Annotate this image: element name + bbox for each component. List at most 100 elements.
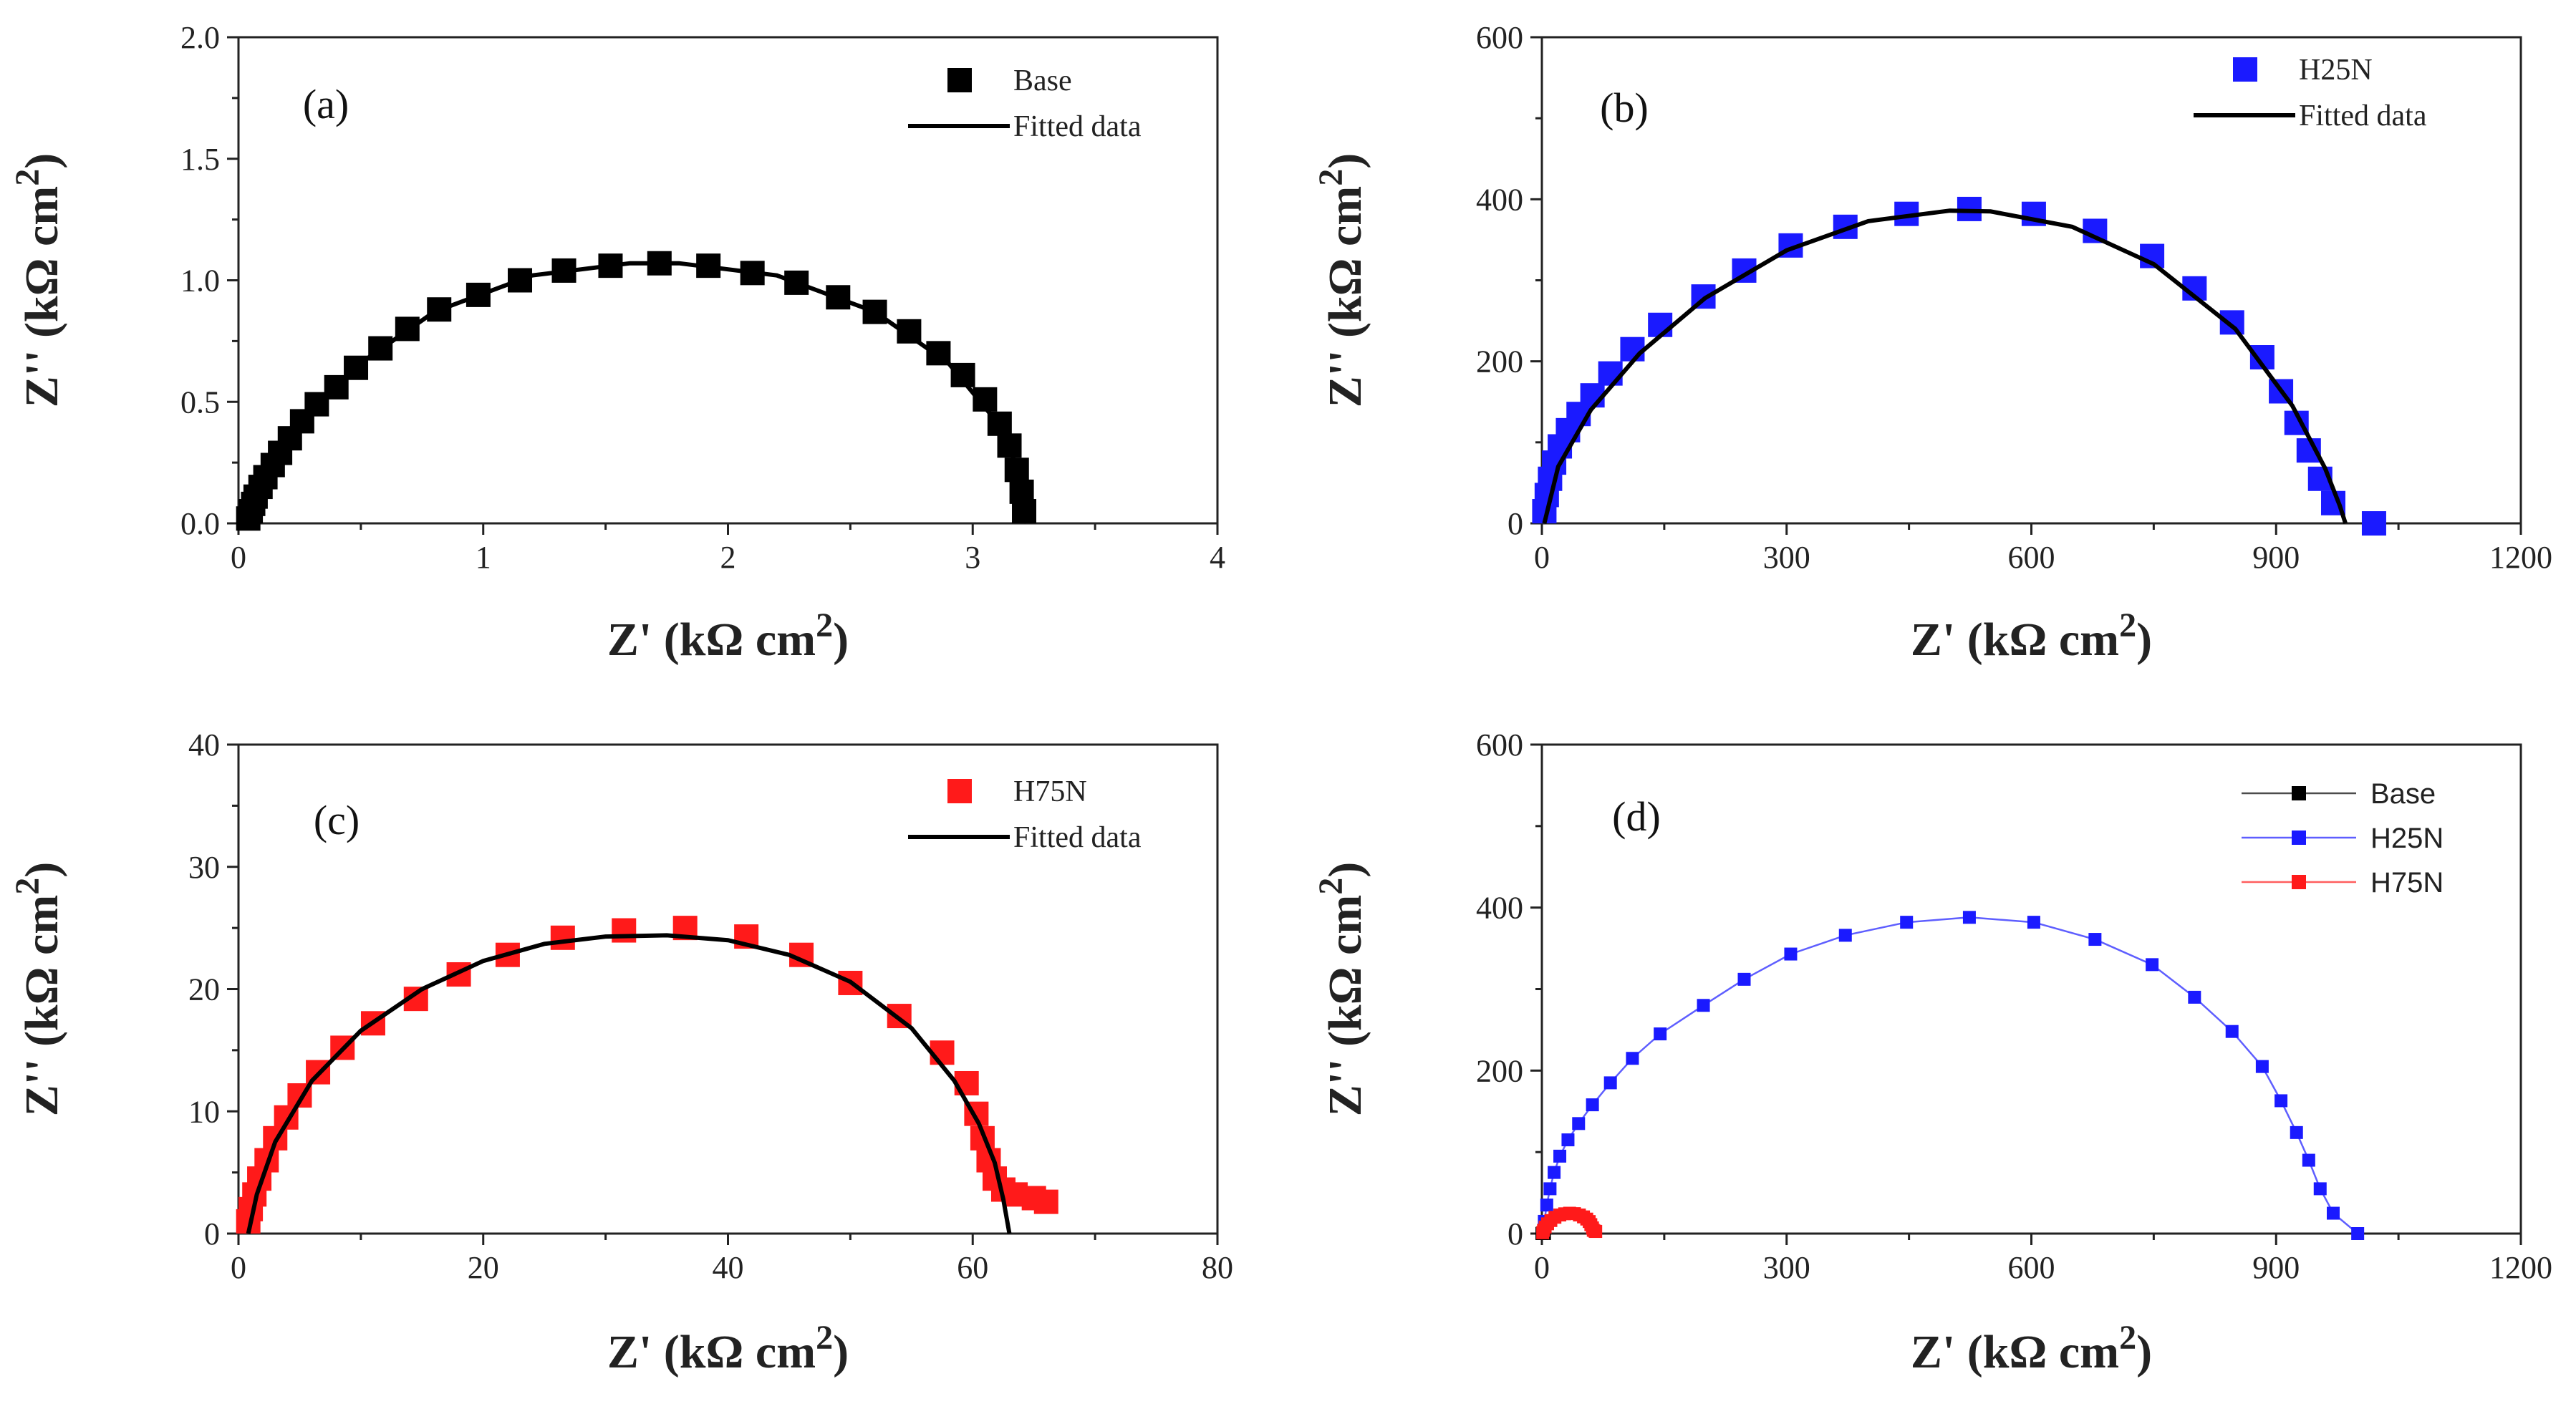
y-tick-label: 40	[188, 727, 220, 762]
data-point	[1548, 1166, 1561, 1179]
data-point	[1553, 1149, 1567, 1163]
legend-label: H25N	[2299, 54, 2373, 87]
plot-frame	[237, 743, 1219, 1235]
data-point	[1838, 929, 1852, 942]
data-point	[1603, 1076, 1617, 1090]
data-point	[1654, 1027, 1667, 1041]
data-point	[2255, 1060, 2269, 1073]
x-tick-label: 1200	[2489, 1250, 2552, 1285]
x-tick-label: 300	[1763, 540, 1810, 575]
x-tick-label: 4	[1210, 540, 1225, 575]
legend-label: H75N	[1013, 775, 1087, 808]
panel-c: 0 20 40 60 80 0 10 20 30 40 Z' (kΩ cm2) Z'' (kΩ cm2…	[9, 727, 1233, 1378]
x-axis-title: Z' (kΩ cm2)	[1911, 1319, 2152, 1378]
data-point	[2361, 511, 2386, 536]
legend-marker	[947, 779, 972, 803]
legend-label: Base	[2370, 778, 2436, 810]
y-tick-label: 10	[188, 1094, 220, 1129]
data-point	[2326, 1206, 2340, 1220]
x-axis-title: Z' (kΩ cm2)	[1911, 606, 2152, 666]
data-point	[1697, 999, 1710, 1012]
data-point	[2302, 1153, 2315, 1167]
legend-label: Fitted data	[1013, 110, 1142, 143]
fit-line	[246, 933, 1012, 1234]
y-tick-label: 400	[1476, 182, 1523, 217]
data-point	[1586, 1098, 1599, 1112]
legend-marker	[2292, 831, 2306, 845]
data-point	[1900, 916, 1914, 929]
y-axis-title: Z'' (kΩ cm2)	[9, 153, 68, 408]
data-point	[2027, 916, 2040, 929]
legend-label: H75N	[2370, 867, 2444, 899]
y-tick-label: 1.0	[180, 263, 220, 299]
data-point	[2088, 933, 2102, 946]
x-tick-label: 80	[1202, 1250, 1233, 1285]
x-axis-title: Z' (kΩ cm2)	[607, 606, 849, 666]
data-point	[1572, 1117, 1586, 1130]
data-point	[1784, 947, 1798, 961]
legend-label: Base	[1013, 64, 1072, 97]
legend-marker	[2233, 57, 2257, 82]
x-tick-label: 900	[2252, 540, 2300, 575]
data-point	[2274, 1094, 2288, 1108]
data-point	[2219, 310, 2244, 335]
y-tick-label: 0	[1508, 1216, 1523, 1251]
legend-marker	[947, 68, 972, 92]
x-tick-label: 900	[2252, 1250, 2300, 1285]
y-axis-title: Z'' (kΩ cm2)	[9, 862, 68, 1117]
data-point	[1561, 1133, 1575, 1147]
x-tick-label: 20	[468, 1250, 499, 1285]
data-point	[550, 925, 575, 950]
panel-label: (d)	[1612, 793, 1661, 840]
y-tick-label: 30	[188, 850, 220, 885]
data-point	[1598, 361, 1623, 386]
panel-d: 0 300 600 900 1200 0 200 400 600 Z' (kΩ cm2) Z'' (…	[1312, 727, 2552, 1378]
x-tick-label: 60	[957, 1250, 988, 1285]
y-tick-label: 600	[1476, 20, 1523, 55]
x-tick-label: 1200	[2489, 540, 2552, 575]
data-point	[1033, 1189, 1058, 1214]
data-point	[1620, 336, 1645, 362]
y-tick-label: 0.0	[180, 506, 220, 541]
y-axis-title: Z'' (kΩ cm2)	[1312, 153, 1371, 408]
x-tick-label: 1	[476, 540, 491, 575]
y-tick-label: 0.5	[180, 384, 220, 420]
panel-label: (c)	[314, 797, 360, 843]
y-axis-title: Z'' (kΩ cm2)	[1312, 862, 1371, 1117]
data-point	[2188, 990, 2201, 1004]
data-point	[2290, 1125, 2303, 1139]
data-point	[1737, 972, 1751, 986]
data-point	[2351, 1227, 2365, 1240]
legend-label: Fitted data	[2299, 100, 2427, 132]
panel-a: 0 1 2 3 4 0.0 0.5 1.0 1.5 2.0 Z' (kΩ cm2) Z'' (kΩ c…	[9, 20, 1225, 666]
x-tick-label: 40	[713, 1250, 744, 1285]
legend-marker	[2292, 875, 2306, 889]
y-tick-label: 400	[1476, 891, 1523, 926]
x-tick-label: 0	[1534, 540, 1550, 575]
data-point	[1543, 1182, 1557, 1196]
y-tick-label: 200	[1476, 344, 1523, 379]
x-tick-label: 600	[2008, 540, 2055, 575]
legend-marker	[2292, 786, 2306, 800]
panel-b: 0 300 600 900 1200 0 200 400 600 Z' (kΩ cm2) Z'' (…	[1312, 20, 2552, 666]
x-tick-label: 0	[231, 1250, 246, 1285]
fit-line	[1542, 208, 2348, 524]
data-point	[612, 918, 637, 943]
data-point	[1626, 1052, 1639, 1065]
data-point	[1648, 312, 1673, 337]
x-tick-label: 600	[2008, 1250, 2055, 1285]
y-tick-label: 0	[1508, 506, 1523, 541]
y-tick-label: 200	[1476, 1053, 1523, 1088]
y-tick-label: 600	[1476, 727, 1523, 762]
panel-label: (b)	[1600, 84, 1649, 131]
x-tick-label: 0	[1534, 1250, 1550, 1285]
data-point	[1962, 911, 1976, 924]
data-point	[2313, 1182, 2327, 1196]
panel-label: (a)	[303, 81, 349, 127]
x-axis-title: Z' (kΩ cm2)	[607, 1319, 849, 1378]
y-tick-label: 1.5	[180, 142, 220, 177]
legend-label: H25N	[2370, 823, 2444, 854]
x-tick-label: 3	[965, 540, 980, 575]
x-tick-label: 2	[720, 540, 736, 575]
